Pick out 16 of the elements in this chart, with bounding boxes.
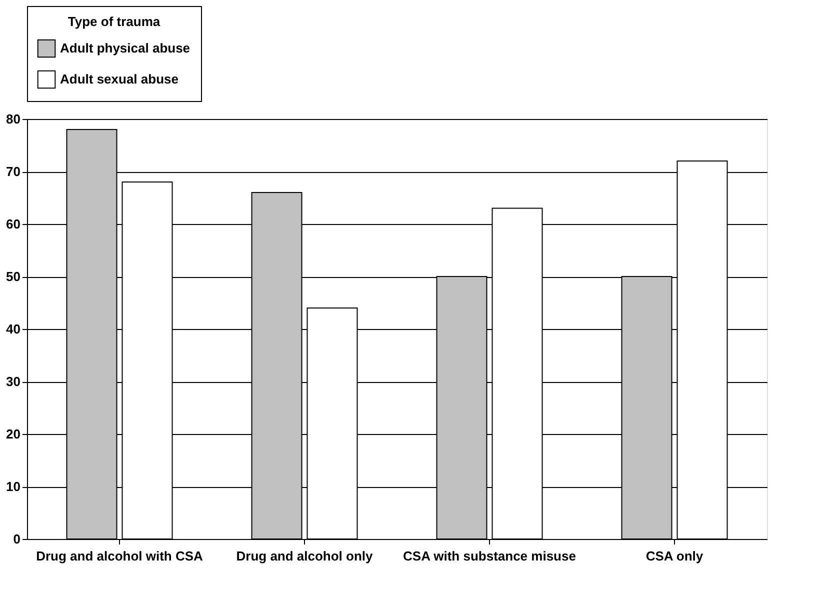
y-tick-label: 30 [6, 374, 20, 389]
y-tick-label: 50 [6, 269, 20, 284]
y-tick-label: 10 [6, 479, 20, 494]
legend-label: Adult sexual abuse [60, 72, 178, 86]
legend-label: Adult physical abuse [60, 40, 190, 56]
x-tick-label: Drug and alcohol only [236, 548, 374, 564]
y-tick-label: 20 [6, 426, 20, 442]
y-tick-label: 70 [6, 164, 20, 179]
x-tick-label: CSA with substance misuse [403, 548, 576, 564]
y-tick-label: 60 [6, 216, 20, 232]
legend-title: Type of trauma [68, 14, 161, 29]
x-tick-label: Drug and alcohol with CSA [36, 548, 204, 564]
y-tick-label: 40 [6, 322, 20, 336]
y-tick-label: 0 [13, 532, 20, 546]
x-tick-label: CSA only [646, 548, 704, 564]
y-tick-label: 80 [6, 112, 20, 126]
